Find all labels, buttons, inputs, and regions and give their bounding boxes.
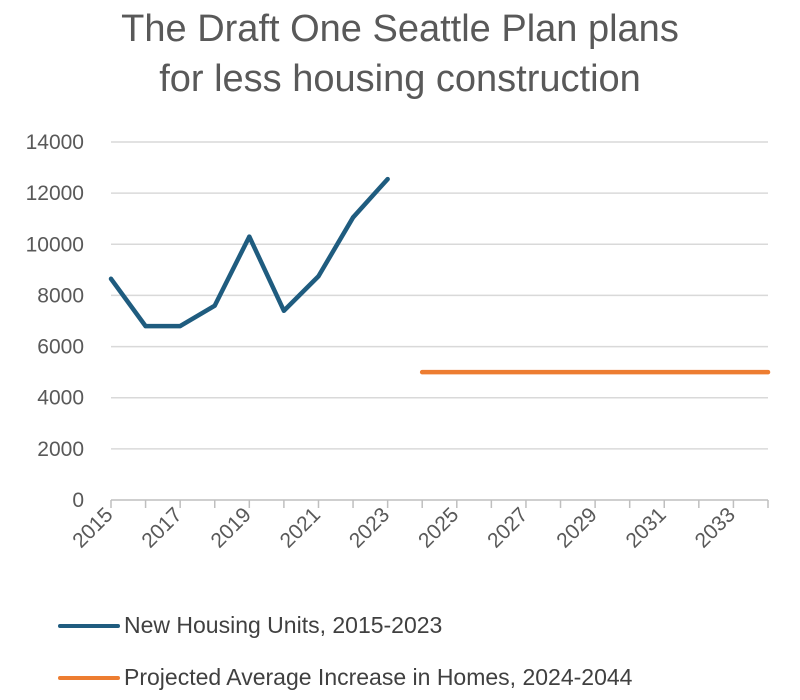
y-tick-label-8000: 8000 — [37, 284, 84, 307]
x-axis — [110, 499, 769, 508]
y-tick-label-4000: 4000 — [37, 387, 84, 410]
x-tick-label-2025: 2025 — [414, 503, 463, 552]
data-point-1-2024 — [420, 370, 425, 375]
data-point-1-2034 — [766, 370, 770, 375]
legend-label-new-housing: New Housing Units, 2015-2023 — [124, 612, 443, 638]
y-tick-label-0: 0 — [72, 489, 84, 512]
x-tick-label-2031: 2031 — [622, 503, 671, 552]
x-tick-label-2029: 2029 — [552, 503, 601, 552]
data-point-0-2015 — [109, 276, 113, 281]
x-tick-label-2021: 2021 — [276, 503, 325, 552]
x-tick-label-2017: 2017 — [137, 503, 186, 552]
y-tick-label-14000: 14000 — [26, 131, 84, 154]
x-tick-label-2033: 2033 — [691, 503, 740, 552]
x-tick-label-2027: 2027 — [483, 503, 532, 552]
gridlines — [111, 141, 768, 450]
data-point-0-2016 — [143, 324, 148, 329]
data-point-0-2018 — [212, 303, 217, 308]
y-tick-label-6000: 6000 — [37, 336, 84, 359]
legend-label-projected: Projected Average Increase in Homes, 202… — [124, 664, 633, 690]
series-line-0 — [108, 176, 390, 329]
series — [108, 176, 771, 375]
data-point-0-2019 — [247, 234, 252, 239]
chart-title: The Draft One Seattle Plan plans for les… — [0, 4, 800, 104]
y-tick-label-10000: 10000 — [26, 233, 84, 256]
x-tick-label-2019: 2019 — [207, 503, 256, 552]
data-point-0-2020 — [281, 308, 286, 313]
data-point-0-2022 — [351, 215, 356, 220]
legend-item-projected: Projected Average Increase in Homes, 202… — [58, 664, 632, 691]
x-axis-labels: 2015 2017 2019 2021 2023 2025 2027 2029 2031 2033 — [68, 503, 740, 552]
data-point-0-2021 — [316, 274, 321, 279]
legend-item-new-housing: New Housing Units, 2015-2023 — [58, 612, 442, 639]
data-point-0-2017 — [178, 324, 183, 329]
chart-title-line-1: The Draft One Seattle Plan plans — [121, 8, 679, 50]
y-tick-label-2000: 2000 — [37, 438, 84, 461]
legend-swatch-projected — [58, 675, 120, 680]
data-point-0-2023 — [385, 177, 390, 182]
chart-title-line-2: for less housing construction — [159, 58, 641, 100]
y-tick-label-12000: 12000 — [26, 182, 84, 205]
x-tick-label-2023: 2023 — [345, 503, 394, 552]
y-axis: 0 2000 4000 6000 8000 10000 12000 14000 — [26, 131, 84, 512]
legend-swatch-new-housing — [58, 623, 120, 628]
